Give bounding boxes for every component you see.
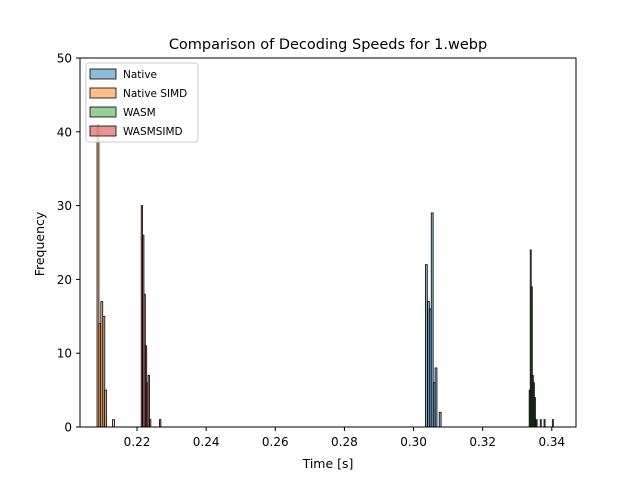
histogram-bar (551, 419, 554, 428)
x-tick-label: 0.34 (538, 435, 565, 449)
histogram-bar (430, 212, 434, 428)
histogram-bar (434, 367, 438, 428)
y-axis-label: Frequency (32, 211, 47, 276)
histogram-bar (149, 419, 152, 428)
y-axis-ticks: 0 10 20 30 40 50 (57, 52, 80, 435)
histogram-bar (424, 264, 428, 428)
y-tick-label: 50 (57, 52, 72, 66)
legend-label: Native (123, 69, 157, 81)
x-tick-label: 0.24 (193, 435, 220, 449)
histogram-bar (159, 419, 162, 428)
x-axis-label: Time [s] (302, 456, 354, 471)
histogram-bar (104, 389, 107, 428)
x-tick-label: 0.26 (262, 435, 289, 449)
y-tick-label: 0 (64, 421, 72, 435)
histogram-bar (438, 411, 442, 428)
histogram-bar (533, 397, 536, 428)
x-tick-label: 0.32 (469, 435, 496, 449)
legend-swatch (89, 125, 117, 137)
legend-swatch (89, 68, 117, 80)
y-tick-label: 10 (57, 347, 72, 361)
legend-label: Native SIMD (123, 88, 187, 100)
legend-box (85, 62, 199, 143)
histogram-bar (535, 419, 538, 428)
y-tick-label: 30 (57, 199, 72, 213)
x-axis-ticks: 0.22 0.24 0.26 0.28 0.30 0.32 0.34 (124, 427, 565, 449)
histogram-bar (539, 419, 542, 428)
legend: Native Native SIMD WASM WASMSIMD (85, 62, 199, 143)
x-tick-label: 0.22 (124, 435, 151, 449)
legend-label: WASMSIMD (123, 126, 183, 138)
y-tick-label: 20 (57, 273, 72, 287)
y-tick-label: 40 (57, 125, 72, 139)
x-tick-label: 0.30 (400, 435, 427, 449)
histogram-bar (112, 419, 115, 428)
histogram-bar (428, 308, 432, 428)
legend-swatch (89, 106, 117, 118)
histogram-bar (100, 301, 104, 428)
x-tick-label: 0.28 (331, 435, 358, 449)
legend-label: WASM (123, 107, 156, 119)
histogram-bar (543, 419, 546, 428)
chart-title: Comparison of Decoding Speeds for 1.webp (169, 37, 487, 53)
histogram-bar (98, 323, 102, 428)
legend-swatch (89, 87, 117, 99)
plot-frame (79, 57, 577, 428)
